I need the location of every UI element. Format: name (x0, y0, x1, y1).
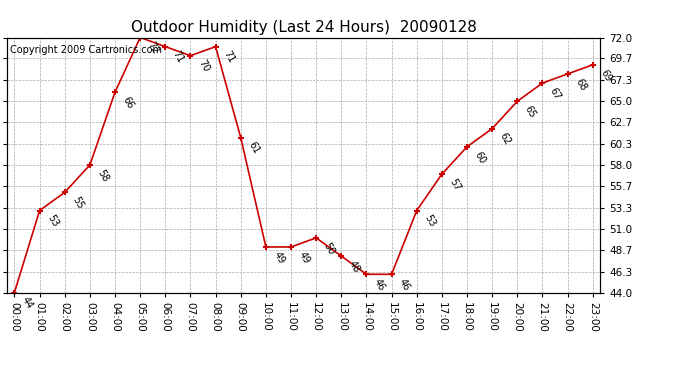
Title: Outdoor Humidity (Last 24 Hours)  20090128: Outdoor Humidity (Last 24 Hours) 2009012… (130, 20, 477, 35)
Text: 50: 50 (322, 241, 337, 256)
Text: 68: 68 (573, 77, 588, 92)
Text: 65: 65 (523, 104, 538, 120)
Text: 46: 46 (372, 277, 387, 292)
Text: 49: 49 (271, 250, 286, 266)
Text: 53: 53 (45, 213, 60, 229)
Text: 49: 49 (297, 250, 311, 266)
Text: 46: 46 (397, 277, 412, 292)
Text: 70: 70 (196, 58, 211, 74)
Text: 44: 44 (20, 295, 34, 311)
Text: 58: 58 (95, 168, 110, 183)
Text: 53: 53 (422, 213, 437, 229)
Text: 62: 62 (497, 131, 513, 147)
Text: 72: 72 (146, 40, 161, 56)
Text: 48: 48 (347, 259, 362, 274)
Text: 66: 66 (121, 95, 135, 111)
Text: 61: 61 (246, 141, 261, 156)
Text: Copyright 2009 Cartronics.com: Copyright 2009 Cartronics.com (10, 45, 162, 55)
Text: 55: 55 (70, 195, 85, 211)
Text: 69: 69 (598, 68, 613, 83)
Text: 67: 67 (548, 86, 563, 102)
Text: 60: 60 (473, 150, 487, 165)
Text: 57: 57 (447, 177, 462, 193)
Text: 71: 71 (171, 50, 186, 65)
Text: 71: 71 (221, 50, 236, 65)
